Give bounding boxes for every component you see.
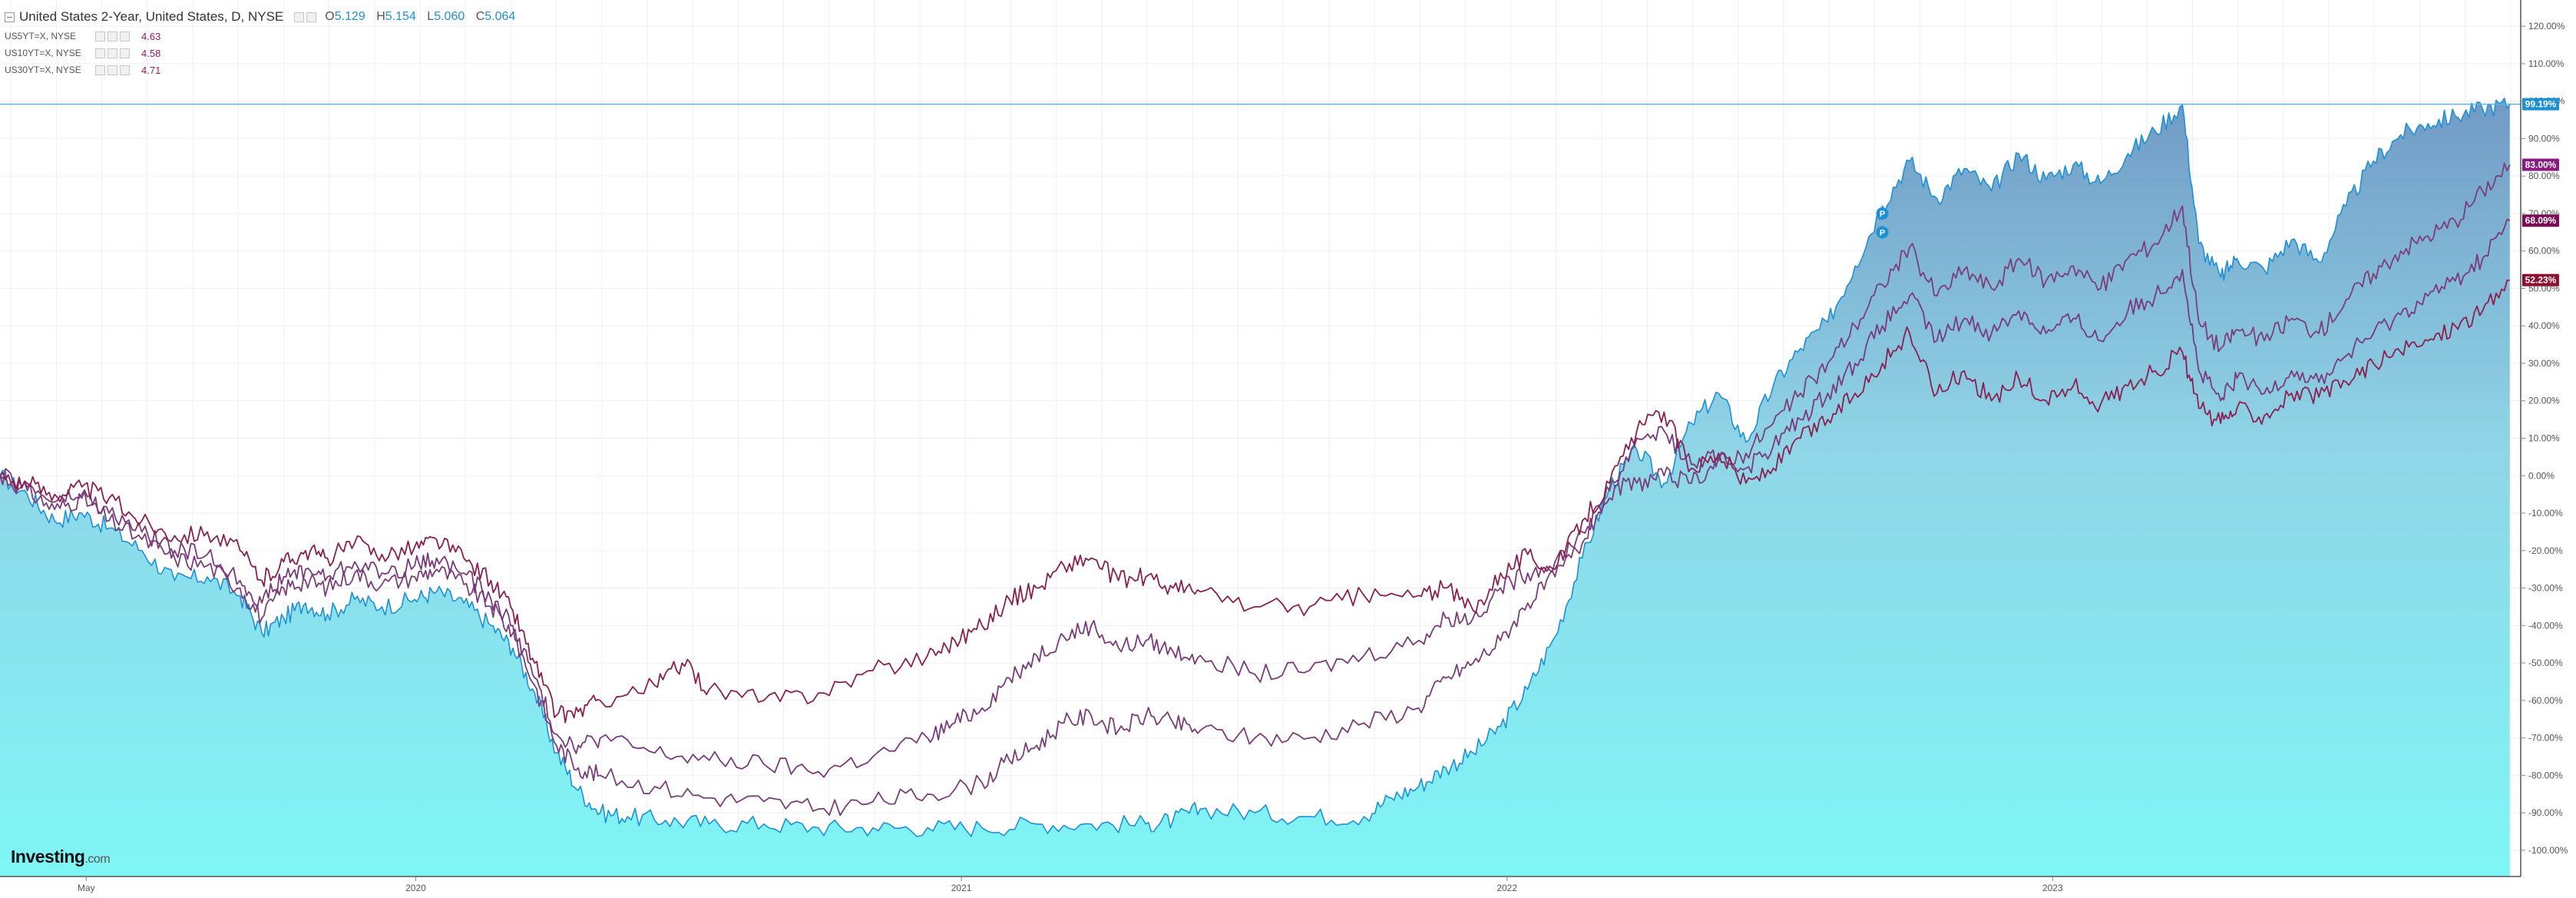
legend-symbol[interactable]: US5YT=X, NYSE <box>5 31 77 41</box>
series-line[interactable] <box>0 279 2510 724</box>
y-tick-label: -100.00% <box>2528 845 2568 856</box>
y-tick-label: 80.00% <box>2528 171 2560 181</box>
series-line[interactable] <box>0 162 2511 817</box>
investing-logo: Investing.com <box>11 847 111 867</box>
last-value-badge <box>2522 158 2559 171</box>
series-line[interactable] <box>0 98 2511 837</box>
y-tick-label: 40.00% <box>2528 320 2560 331</box>
close-icon[interactable] <box>120 31 130 41</box>
legend-value: 4.71 <box>141 64 161 76</box>
close-icon[interactable] <box>120 48 130 58</box>
logo-text: Investing <box>11 847 85 867</box>
y-tick-label: 30.00% <box>2528 358 2560 369</box>
close-key: C <box>475 10 485 23</box>
settings-icon[interactable] <box>294 12 305 22</box>
x-tick-label: 2021 <box>951 883 972 893</box>
y-tick-label: -50.00% <box>2528 658 2563 668</box>
y-tick-label: 60.00% <box>2528 246 2560 257</box>
visibility-icon[interactable] <box>306 12 317 22</box>
last-value-label: 99.19% <box>2525 99 2557 110</box>
settings-icon[interactable] <box>95 48 105 58</box>
y-tick-label: -70.00% <box>2528 733 2563 744</box>
y-tick-label: -60.00% <box>2528 695 2563 706</box>
open-value: 5.129 <box>334 10 365 23</box>
x-tick-label: 2022 <box>1496 883 1517 893</box>
legend-symbol[interactable]: US10YT=X, NYSE <box>5 48 81 58</box>
legend-value: 4.63 <box>141 30 161 42</box>
y-tick-label: 120.00% <box>2528 21 2565 31</box>
y-tick-label: -10.00% <box>2528 508 2563 519</box>
high-value: 5.154 <box>385 10 416 23</box>
x-tick-label: 2023 <box>2042 883 2063 893</box>
settings-icon[interactable] <box>95 65 105 75</box>
visibility-icon[interactable] <box>107 65 117 75</box>
last-value-badge <box>2522 214 2559 227</box>
event-marker[interactable] <box>1876 207 1889 220</box>
y-tick-label: 90.00% <box>2528 133 2560 144</box>
x-tick-label: May <box>78 883 95 893</box>
series-area-us2y <box>0 98 2510 877</box>
y-tick-label: 0.00% <box>2528 470 2555 481</box>
logo-suffix: .com <box>84 853 111 866</box>
legend-row-us30y: US30YT=X, NYSE 4.71 <box>5 61 523 78</box>
y-tick-label: 20.00% <box>2528 396 2560 406</box>
legend-value: 4.58 <box>141 47 161 59</box>
last-value-label: 83.00% <box>2525 160 2557 171</box>
y-tick-label: 110.00% <box>2528 58 2564 69</box>
low-value: 5.060 <box>434 10 465 23</box>
last-value-badge <box>2522 273 2559 287</box>
y-tick-label: -40.00% <box>2528 620 2563 631</box>
legend-main-row: United States 2-Year, United States, D, … <box>5 6 523 28</box>
visibility-icon[interactable] <box>107 31 117 41</box>
ohlc-readout: O5.129 H5.154 L5.060 C5.064 <box>325 10 523 24</box>
last-value-label: 52.23% <box>2525 275 2557 286</box>
y-tick-label: 10.00% <box>2528 433 2560 444</box>
high-key: H <box>376 10 385 23</box>
collapse-legend-icon[interactable] <box>5 12 15 22</box>
y-tick-label: -30.00% <box>2528 583 2563 594</box>
event-marker-label: P <box>1880 228 1885 237</box>
legend-row-us5y: US5YT=X, NYSE 4.63 <box>5 28 523 45</box>
event-marker-label: P <box>1880 210 1885 219</box>
legend-symbol[interactable]: US30YT=X, NYSE <box>5 65 81 75</box>
low-key: L <box>427 10 435 23</box>
settings-icon[interactable] <box>95 31 105 41</box>
open-key: O <box>325 10 335 23</box>
series-line[interactable] <box>0 218 2511 778</box>
y-tick-label: -20.00% <box>2528 545 2563 556</box>
close-value: 5.064 <box>484 10 516 23</box>
legend: United States 2-Year, United States, D, … <box>5 6 523 78</box>
event-marker[interactable] <box>1876 226 1889 239</box>
main-series-title: United States 2-Year, United States, D, … <box>19 9 284 24</box>
y-tick-label: -80.00% <box>2528 770 2563 780</box>
last-value-badge <box>2522 98 2559 111</box>
x-tick-label: 2020 <box>405 883 426 893</box>
visibility-icon[interactable] <box>107 48 117 58</box>
last-value-label: 68.09% <box>2525 215 2557 226</box>
legend-row-us10y: US10YT=X, NYSE 4.58 <box>5 45 523 61</box>
close-icon[interactable] <box>120 65 130 75</box>
y-tick-label: -90.00% <box>2528 807 2563 818</box>
